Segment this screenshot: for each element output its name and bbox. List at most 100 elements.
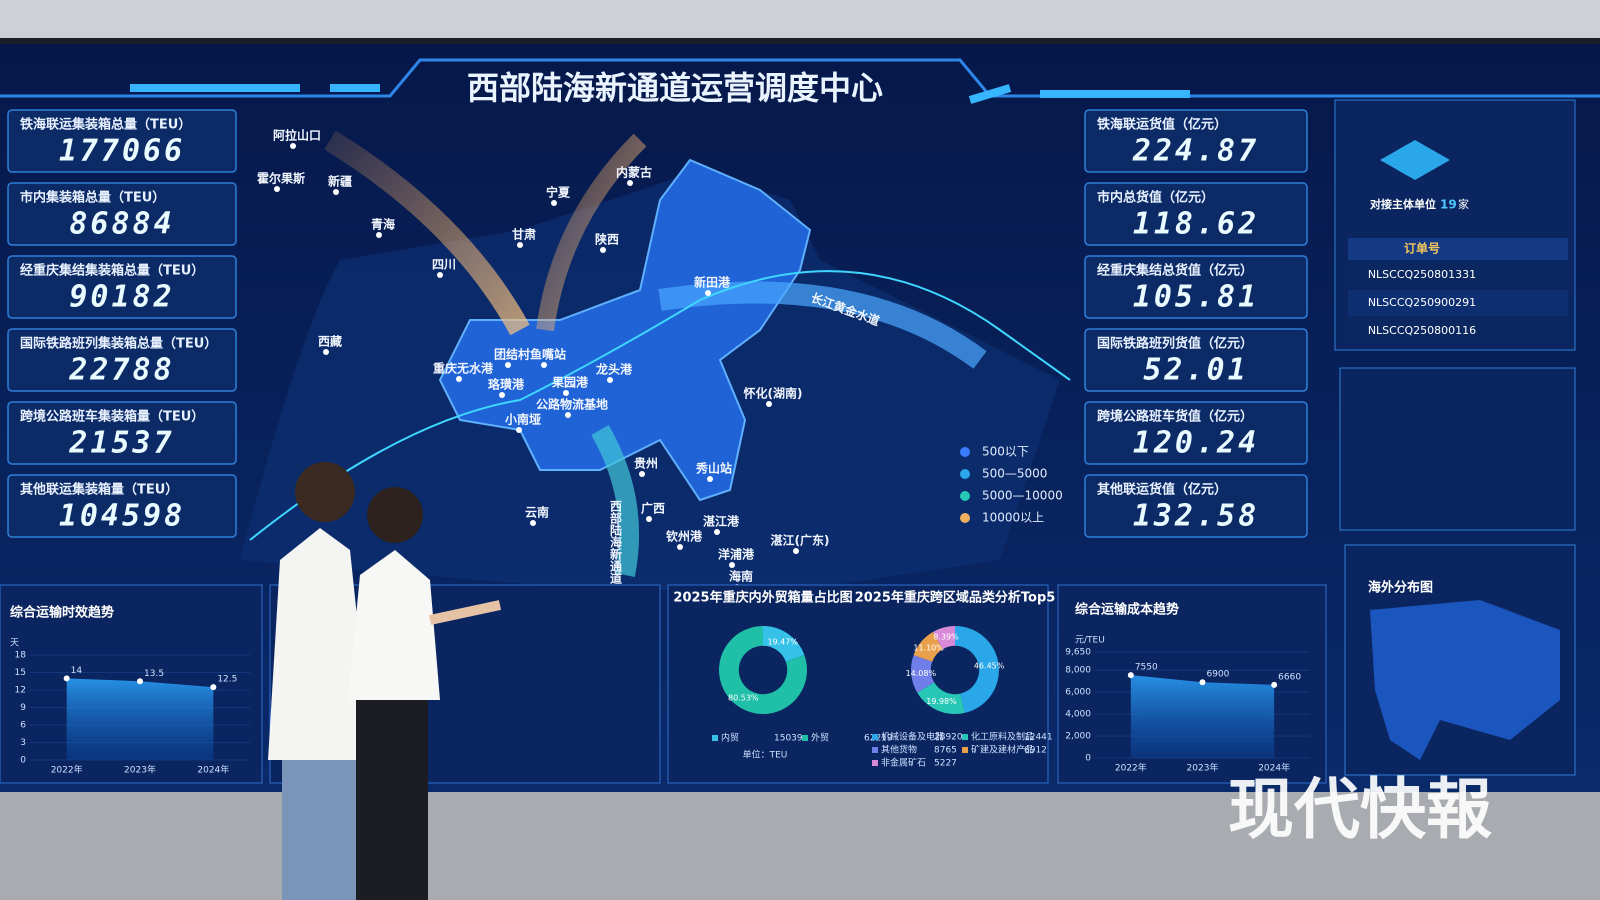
stat-value: 90182 xyxy=(69,280,174,315)
slice-label: 14.08% xyxy=(906,669,937,678)
map-label: 新田港 xyxy=(694,275,731,290)
x-tick-label: 2024年 xyxy=(1258,762,1290,774)
map-dot xyxy=(517,242,523,248)
map-dot xyxy=(530,520,536,526)
map-label: 湛江港 xyxy=(703,514,740,529)
map-dot xyxy=(705,290,711,296)
x-tick-label: 2024年 xyxy=(197,764,229,776)
floor xyxy=(0,792,1600,900)
map-label: 洋浦港 xyxy=(718,547,755,562)
table-row xyxy=(1348,318,1568,344)
x-tick-label: 2023年 xyxy=(1187,762,1219,774)
map-label: 重庆无水港 xyxy=(433,361,494,376)
map-label: 贵州 xyxy=(634,456,658,471)
map-dot xyxy=(793,548,799,554)
partner-label: 对接主体单位 xyxy=(1370,197,1436,211)
legend-label: 内贸 xyxy=(721,732,739,744)
pie-slice xyxy=(932,626,955,650)
map-dot xyxy=(639,471,645,477)
stat-label: 经重庆集结集装箱总量（TEU） xyxy=(20,263,204,279)
point xyxy=(1199,679,1206,686)
legend-value: 8765 xyxy=(934,746,957,756)
map-label: 怀化(湖南) xyxy=(744,386,803,401)
map-label: 新疆 xyxy=(328,174,352,189)
point xyxy=(1271,681,1278,688)
y-tick-label: 9,650 xyxy=(1065,648,1091,658)
legend-value: 6912 xyxy=(1024,746,1047,756)
panel-title: 综合运输成本趋势 xyxy=(1075,602,1179,618)
value-label: 6900 xyxy=(1207,670,1230,680)
pie-slice xyxy=(917,682,965,714)
map-dot xyxy=(607,377,613,383)
legend-swatch xyxy=(962,747,968,753)
map-dot xyxy=(646,516,652,522)
stat-label: 跨境公路班车集装箱量（TEU） xyxy=(20,409,204,425)
stat-card xyxy=(1084,328,1308,392)
map-label: 内蒙古 xyxy=(616,165,652,180)
legend-label: 10000以上 xyxy=(982,511,1044,525)
stat-label: 其他联运货值（亿元） xyxy=(1097,482,1227,498)
map-dot xyxy=(274,186,280,192)
stat-value: 224.87 xyxy=(1132,134,1259,169)
stat-value: 177066 xyxy=(59,134,185,169)
legend-label: 化工原料及制品 xyxy=(971,731,1034,743)
map-dot xyxy=(627,180,633,186)
stat-card xyxy=(1084,255,1308,319)
stat-card xyxy=(1084,474,1308,538)
stat-card xyxy=(7,182,237,246)
legend-value: 15039 xyxy=(774,734,803,744)
pie-slice xyxy=(911,655,935,693)
slice-label: 19.47% xyxy=(767,637,798,646)
legend-label: 非金属矿石 xyxy=(881,757,926,769)
stat-value: 132.58 xyxy=(1133,499,1259,534)
stat-label: 国际铁路班列货值（亿元） xyxy=(1097,336,1253,352)
map-dot xyxy=(766,401,772,407)
map-label: 秀山站 xyxy=(695,461,732,476)
route-arrow xyxy=(536,133,647,332)
map-dot xyxy=(323,349,329,355)
map-label: 龙头港 xyxy=(596,362,633,377)
map-dot xyxy=(563,390,569,396)
stat-card xyxy=(7,474,237,538)
map-label: 霍尔果斯 xyxy=(257,171,305,186)
river xyxy=(249,270,1071,541)
y-tick-label: 0 xyxy=(20,756,26,766)
order-id: NLSCCQ250900291 xyxy=(1368,296,1476,309)
table-row xyxy=(1348,262,1568,288)
point xyxy=(210,684,217,691)
map-label: 钦州港 xyxy=(666,529,703,544)
value-label: 6660 xyxy=(1278,672,1301,682)
legend-dot xyxy=(960,513,970,523)
stat-label: 铁海联运货值（亿元） xyxy=(1096,117,1227,133)
map-label: 珞璜港 xyxy=(488,377,525,392)
stat-value: 104598 xyxy=(59,499,185,534)
partner-unit: 家 xyxy=(1458,197,1469,211)
pie-slice xyxy=(955,626,1000,713)
legend-swatch xyxy=(802,735,808,741)
stat-label: 经重庆集结总货值（亿元） xyxy=(1097,263,1253,279)
slice-label: 8.39% xyxy=(933,632,959,641)
x-tick-label: 2023年 xyxy=(124,764,156,776)
stat-card xyxy=(1084,401,1308,465)
stat-card xyxy=(7,109,237,173)
legend-dot xyxy=(960,447,970,457)
map-label: 云南 xyxy=(525,505,549,520)
people xyxy=(268,462,502,900)
panel-title: 综合运输时效趋势 xyxy=(10,605,114,621)
map-dot xyxy=(376,232,382,238)
legend-swatch xyxy=(872,734,878,740)
y-tick-label: 8,000 xyxy=(1065,666,1091,676)
map-dot xyxy=(600,247,606,253)
map-dot xyxy=(437,272,443,278)
stat-value: 118.62 xyxy=(1133,207,1259,242)
map-dot xyxy=(516,427,522,433)
table-header-text: 订单号 xyxy=(1404,241,1440,256)
y-tick-label: 6 xyxy=(20,721,26,731)
y-tick-label: 9 xyxy=(20,703,26,713)
axis-unit: 天 xyxy=(10,639,19,649)
y-tick-label: 6,000 xyxy=(1065,688,1091,698)
map-label: 陕西 xyxy=(595,232,619,247)
map-dot xyxy=(714,529,720,535)
unit-label: 单位：TEU xyxy=(743,749,788,761)
